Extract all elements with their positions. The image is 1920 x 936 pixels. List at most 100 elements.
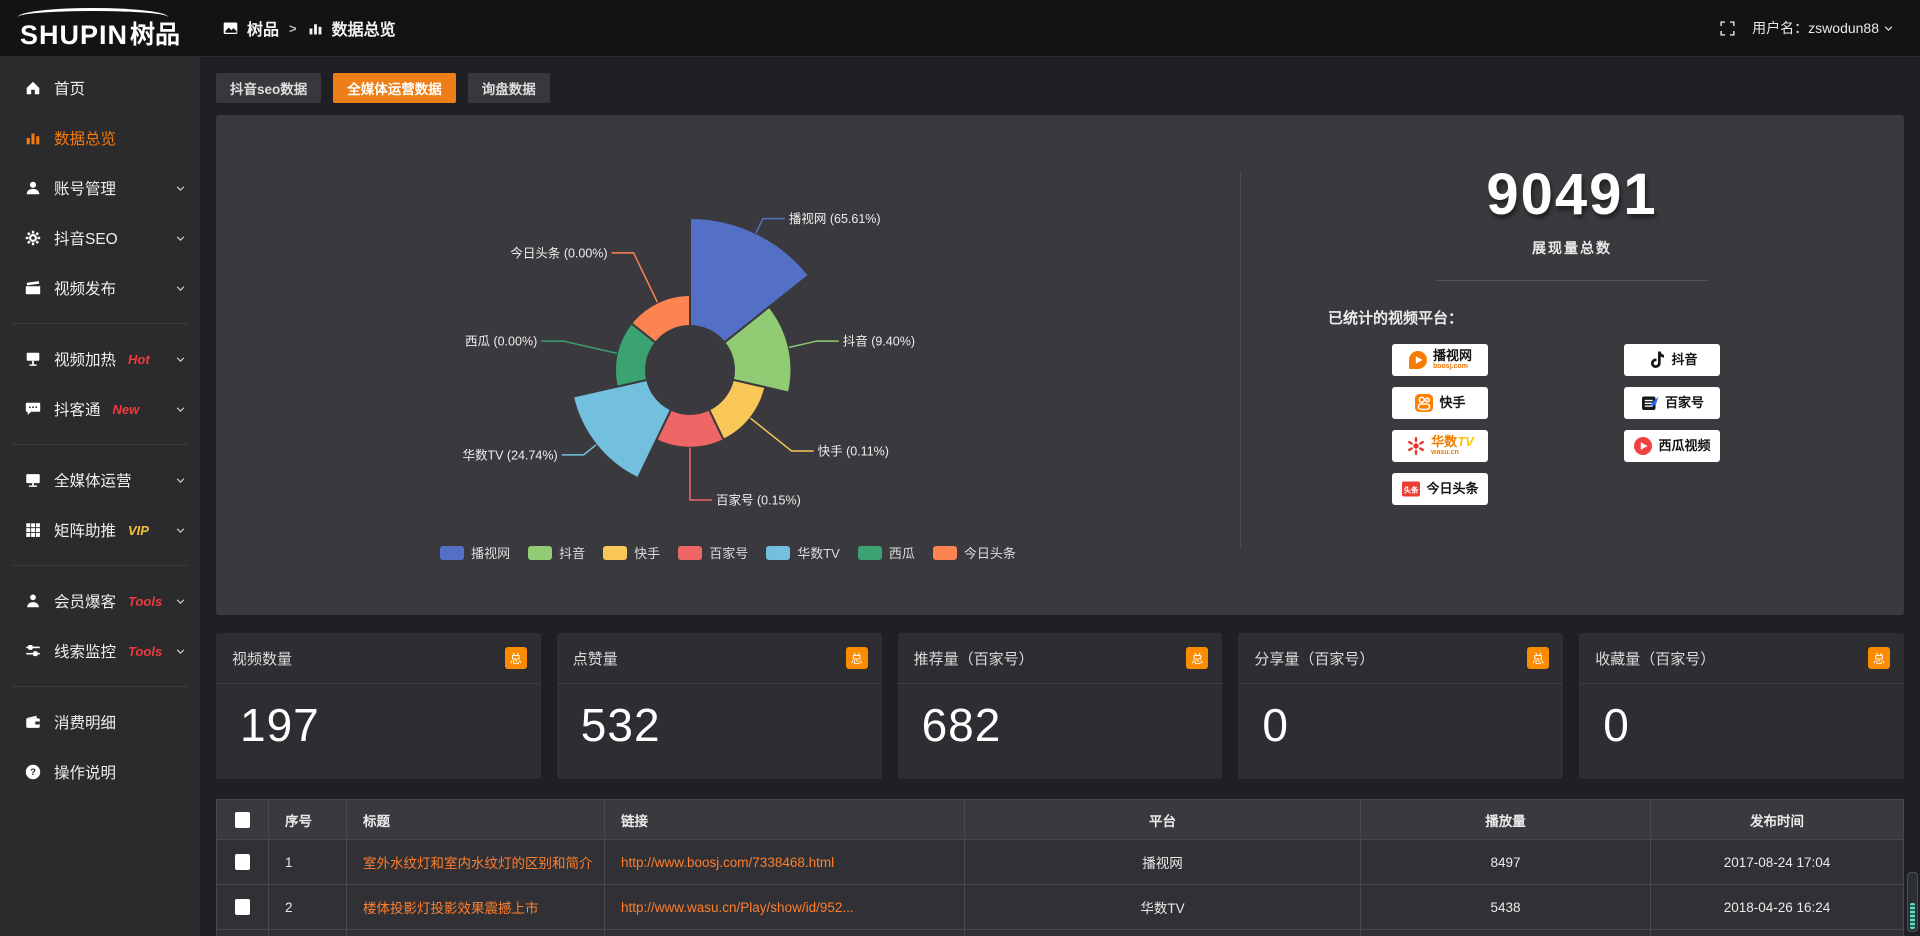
platform-badges: 播视网 boosj.com 快手华数TV wasu.cn 头条 今日头条 抖音百家号西瓜视频 (1392, 344, 1904, 505)
sidebar-item-label: 抖音SEO (54, 231, 118, 248)
platform-badge-百家号[interactable]: 百家号 (1624, 387, 1720, 419)
breadcrumb-separator: > (289, 20, 297, 36)
scrollbar-thumb[interactable] (1910, 903, 1915, 929)
row-checkbox[interactable] (235, 899, 250, 916)
pie-label-抖音: 抖音 (9.40%) (843, 334, 915, 349)
stat-card-title: 视频数量 (232, 650, 293, 668)
screen-icon (24, 350, 42, 368)
table-header-row: 序号 标题 链接 平台 播放量 发布时间 (216, 799, 1904, 840)
data-tabs: 抖音seo数据 全媒体运营数据 询盘数据 (216, 73, 1904, 103)
sidebar-item-consumption-detail[interactable]: 消费明细 (0, 697, 200, 747)
summary-panel: 90491 展现量总数 已统计的视频平台： 播视网 boosj.com 快手 华数TV… (1240, 115, 1904, 615)
summary-divider (1437, 280, 1707, 281)
svg-text:头条: 头条 (1404, 485, 1420, 495)
sidebar-item-home[interactable]: 首页 (0, 63, 200, 113)
legend-swatch (766, 545, 791, 560)
select-all-checkbox[interactable] (235, 811, 250, 828)
sidebar-item-label: 矩阵助推 (54, 523, 117, 540)
stat-cards: 视频数量总 197 点赞量总 532 推荐量（百家号）总 682 分享量（百家号）总 0 收藏量… (216, 633, 1904, 779)
empty-cell (216, 929, 269, 936)
platform-cell: 播视网 (964, 839, 1361, 885)
boosj-logo (1408, 350, 1428, 370)
legend-item-抖音[interactable]: 抖音 (528, 543, 585, 562)
total-badge[interactable]: 总 (1186, 647, 1209, 669)
pie-slice-抖音[interactable] (722, 305, 793, 394)
grid-icon (24, 521, 42, 539)
platform-badge-播视网[interactable]: 播视网 boosj.com (1392, 344, 1488, 376)
platform-name-text: 西瓜视频 (1658, 438, 1711, 454)
legend-swatch (857, 545, 882, 560)
stat-card-2: 点赞量 总 532 (556, 633, 882, 779)
legend-label: 西瓜 (888, 546, 915, 561)
pie-slice-播视网[interactable] (689, 216, 811, 344)
sidebar-item-account-manage[interactable]: 账号管理 (0, 163, 200, 213)
empty-cell (1360, 929, 1651, 936)
total-badge[interactable]: 总 (845, 647, 868, 669)
table-row: 2 楼体投影灯投影效果震撼上市 http://www.wasu.cn/Play/sh… (216, 884, 1904, 930)
svg-text:?: ? (30, 767, 36, 778)
sidebar-item-douketong[interactable]: 抖客通 New (0, 384, 200, 434)
logo-arc (18, 8, 168, 17)
legend-item-百家号[interactable]: 百家号 (678, 543, 748, 562)
sidebar-item-data-overview[interactable]: 数据总览 (0, 113, 200, 163)
label-line-播视网 (755, 217, 785, 234)
person-icon (24, 592, 42, 610)
legend-item-西瓜[interactable]: 西瓜 (857, 543, 915, 562)
user-icon (24, 179, 42, 197)
table-body: 1 室外水纹灯和室内水纹灯的区别和简介 http://www.boosj.com/7… (216, 839, 1904, 936)
legend-item-播视网[interactable]: 播视网 (440, 543, 510, 562)
label-line-抖音 (788, 340, 839, 349)
username-label: 用户名：zswodun88 (1752, 20, 1879, 36)
douyin-logo (1646, 350, 1666, 370)
scrollbar-track[interactable] (1907, 872, 1918, 932)
chevron-down-icon (1883, 23, 1894, 34)
row-checkbox[interactable] (235, 854, 250, 871)
legend-item-快手[interactable]: 快手 (603, 543, 660, 562)
platform-badge-今日头条[interactable]: 头条 今日头条 (1392, 473, 1488, 505)
table-row-partial (216, 929, 1904, 936)
legend-item-华数TV[interactable]: 华数TV (766, 543, 840, 562)
tab-3[interactable]: 询盘数据 (467, 73, 550, 103)
sidebar-item-instructions[interactable]: ? 操作说明 (0, 747, 200, 797)
sidebar-item-douyin-seo[interactable]: 抖音SEO (0, 213, 200, 263)
chevron-down-icon (175, 183, 186, 194)
platform-badge-x[interactable]: 华数TV wasu.cn (1392, 430, 1488, 462)
platform-badge-抖音[interactable]: 抖音 (1624, 344, 1720, 376)
sidebar-item-video-heat[interactable]: 视频加热 Hot (0, 334, 200, 384)
platform-badge-快手[interactable]: 快手 (1392, 387, 1488, 419)
total-badge[interactable]: 总 (504, 647, 527, 669)
user-menu[interactable]: 用户名：zswodun88 (1752, 18, 1894, 38)
column-header-4: 平台 (964, 799, 1361, 840)
pie-label-百家号: 百家号 (0.15%) (716, 493, 801, 508)
column-header-5: 播放量 (1360, 799, 1651, 840)
fullscreen-icon[interactable] (1719, 20, 1736, 37)
empty-cell (346, 929, 605, 936)
row-index: 2 (268, 884, 347, 930)
pie-slice-今日头条[interactable] (629, 293, 691, 344)
pie-slice-华数TV[interactable] (571, 378, 673, 480)
video-url-link[interactable]: http://www.wasu.cn/Play/show/id/952... (604, 884, 965, 930)
platform-cell: 华数TV (964, 884, 1361, 930)
chat-icon (24, 400, 42, 418)
video-title-link[interactable]: 室外水纹灯和室内水纹灯的区别和简介 (346, 839, 605, 885)
legend-swatch (440, 545, 465, 560)
sidebar-item-member-baoke[interactable]: 会员爆客 Tools (0, 576, 200, 626)
legend-item-今日头条[interactable]: 今日头条 (932, 543, 1016, 562)
tab-2[interactable]: 全媒体运营数据 (333, 73, 456, 103)
video-url-link[interactable]: http://www.boosj.com/7338468.html (604, 839, 965, 885)
sidebar-item-matrix-boost[interactable]: 矩阵助推 VIP (0, 505, 200, 555)
platform-name-text: 播视网 (1432, 348, 1472, 364)
sidebar-item-media-ops[interactable]: 全媒体运营 (0, 455, 200, 505)
total-badge[interactable]: 总 (1867, 647, 1890, 669)
platform-subtext: wasu.cn (1431, 448, 1459, 456)
breadcrumb-item-root[interactable]: 树品 (247, 22, 280, 39)
video-title-link[interactable]: 楼体投影灯投影效果震撼上市 (346, 884, 605, 930)
sidebar-item-video-publish[interactable]: 视频发布 (0, 263, 200, 313)
legend-swatch (932, 545, 957, 560)
sidebar-item-badge: New (112, 401, 140, 417)
chart-legend: 播视网 抖音 快手 百家号 华数TV 西瓜 今日头条 (216, 543, 1240, 562)
sidebar-item-clue-monitor[interactable]: 线索监控 Tools (0, 626, 200, 676)
platform-badge-西瓜视频[interactable]: 西瓜视频 (1624, 430, 1720, 462)
total-badge[interactable]: 总 (1527, 647, 1550, 669)
tab-1[interactable]: 抖音seo数据 (216, 73, 322, 103)
